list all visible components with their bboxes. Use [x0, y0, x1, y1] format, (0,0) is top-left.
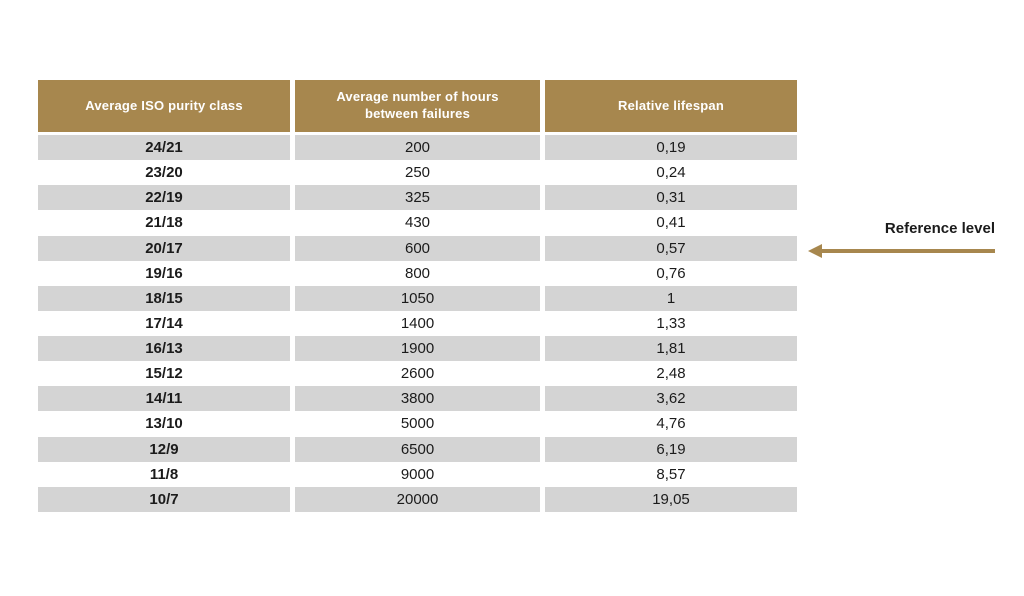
table-row: 20/17 600 0,57	[38, 235, 797, 261]
table-row: 23/20 250 0,24	[38, 160, 797, 186]
table-cell: 19/16	[38, 260, 290, 286]
table-cell: 250	[295, 160, 540, 186]
table-row: 22/19 325 0,31	[38, 185, 797, 211]
header-cell-purity-class: Average ISO purity class	[38, 80, 290, 132]
table-cell: 1,81	[545, 336, 797, 362]
table-cell: 21/18	[38, 210, 290, 236]
table-cell: 6,19	[545, 436, 797, 462]
table-row: 19/16 800 0,76	[38, 260, 797, 286]
table-cell: 0,41	[545, 210, 797, 236]
table-row: 14/11 3800 3,62	[38, 386, 797, 412]
table-cell: 15/12	[38, 361, 290, 387]
table-cell: 1400	[295, 310, 540, 336]
table-cell: 800	[295, 260, 540, 286]
table-cell: 4,76	[545, 411, 797, 437]
table-cell: 430	[295, 210, 540, 236]
table-cell: 19,05	[545, 486, 797, 512]
table-row: 11/8 9000 8,57	[38, 461, 797, 487]
table-cell: 17/14	[38, 310, 290, 336]
table-row: 18/15 1050 1	[38, 285, 797, 311]
table-cell: 23/20	[38, 160, 290, 186]
table-cell: 1,33	[545, 310, 797, 336]
table-row: 10/7 20000 19,05	[38, 486, 797, 512]
table-cell: 600	[295, 235, 540, 261]
table-row: 21/18 430 0,41	[38, 210, 797, 236]
table-cell: 22/19	[38, 185, 290, 211]
table-cell: 0,31	[545, 185, 797, 211]
table-cell: 14/11	[38, 386, 290, 412]
table-cell: 24/21	[38, 135, 290, 161]
table-cell: 200	[295, 135, 540, 161]
reference-level-label: Reference level	[884, 220, 995, 237]
table-cell: 0,76	[545, 260, 797, 286]
table-cell: 9000	[295, 461, 540, 487]
table-cell: 0,19	[545, 135, 797, 161]
table-cell: 0,24	[545, 160, 797, 186]
reference-arrow-left-icon	[808, 244, 822, 258]
reference-arrow-line	[820, 249, 995, 253]
table-cell: 5000	[295, 411, 540, 437]
table-header-row: Average ISO purity class Average number …	[38, 80, 797, 132]
table-cell: 1	[545, 285, 797, 311]
table-cell: 12/9	[38, 436, 290, 462]
table-cell: 3800	[295, 386, 540, 412]
table-cell: 11/8	[38, 461, 290, 487]
table-cell: 20/17	[38, 235, 290, 261]
table-row: 24/21 200 0,19	[38, 135, 797, 161]
table-cell: 2600	[295, 361, 540, 387]
table-cell: 2,48	[545, 361, 797, 387]
table-cell: 3,62	[545, 386, 797, 412]
table-cell: 20000	[295, 486, 540, 512]
table-cell: 8,57	[545, 461, 797, 487]
header-cell-hours-between-failures: Average number of hours between failures	[295, 80, 540, 132]
table-row: 17/14 1400 1,33	[38, 310, 797, 336]
table-row: 15/12 2600 2,48	[38, 361, 797, 387]
table-cell: 10/7	[38, 486, 290, 512]
table-cell: 1900	[295, 336, 540, 362]
table-cell: 13/10	[38, 411, 290, 437]
table-row: 16/13 1900 1,81	[38, 336, 797, 362]
table-cell: 1050	[295, 285, 540, 311]
table-cell: 18/15	[38, 285, 290, 311]
table-row: 12/9 6500 6,19	[38, 436, 797, 462]
table-cell: 0,57	[545, 235, 797, 261]
table-row: 13/10 5000 4,76	[38, 411, 797, 437]
table-cell: 16/13	[38, 336, 290, 362]
table-body: 24/21 200 0,19 23/20 250 0,24 22/19 325 0,31 21/1…	[38, 135, 797, 512]
table-cell: 325	[295, 185, 540, 211]
table-cell: 6500	[295, 436, 540, 462]
header-cell-relative-lifespan: Relative lifespan	[545, 80, 797, 132]
purity-lifespan-table: Average ISO purity class Average number …	[38, 80, 797, 512]
